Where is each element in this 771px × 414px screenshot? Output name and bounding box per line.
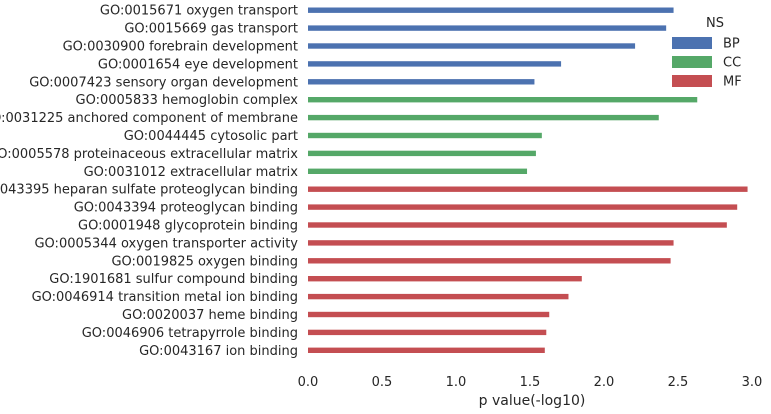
x-tick-label: 0.5 [372, 375, 393, 390]
bar-mf [308, 293, 569, 300]
bar-bp [308, 43, 636, 49]
legend-title: NS [706, 16, 724, 31]
bar-mf [308, 204, 738, 210]
bar-mf [308, 258, 671, 264]
bar-mf [308, 222, 727, 228]
bar-bp [308, 25, 667, 31]
category-label: GO:0043395 heparan sulfate proteoglycan … [0, 183, 298, 198]
x-tick-label: 0.0 [298, 375, 319, 390]
category-label: GO:0031225 anchored component of membran… [0, 111, 298, 126]
category-label: GO:0031012 extracellular matrix [84, 165, 299, 180]
x-axis: 0.0 0.5 1.0 1.5 2.0 2.5 3.0 [298, 375, 763, 390]
category-label: GO:0001948 glycoprotein binding [78, 219, 298, 234]
bar-mf [308, 240, 674, 246]
bar-mf [308, 329, 547, 336]
legend-label-bp: BP [723, 37, 740, 52]
x-axis-label: p value(-log10) [479, 393, 586, 409]
category-label: GO:0005833 hemoglobin complex [76, 93, 299, 108]
bar-mf [308, 186, 748, 192]
category-label: GO:0046914 transition metal ion binding [32, 290, 298, 305]
category-label: GO:0005344 oxygen transporter activity [34, 236, 298, 251]
bar-mf [308, 276, 582, 282]
legend-swatch-cc [672, 56, 712, 68]
bar-cc [308, 132, 542, 139]
category-label: GO:0015671 oxygen transport [100, 4, 298, 19]
bar-mf [308, 347, 545, 353]
category-label: GO:0044445 cytosolic part [124, 129, 298, 144]
category-label: GO:0005578 proteinaceous extracellular m… [0, 147, 298, 162]
legend-swatch-mf [672, 75, 712, 87]
category-label: GO:0001654 eye development [98, 57, 298, 72]
category-label: GO:0015669 gas transport [124, 22, 298, 37]
category-label: GO:0020037 heme binding [122, 308, 298, 323]
legend-label-cc: CC [723, 56, 741, 71]
bar-bp [308, 79, 535, 85]
x-tick-label: 2.5 [668, 375, 689, 390]
category-label: GO:0043394 proteoglycan binding [74, 201, 298, 216]
x-tick-label: 2.0 [594, 375, 615, 390]
category-label: GO:0046906 tetrapyrrole binding [82, 326, 298, 341]
x-tick-label: 1.0 [446, 375, 467, 390]
legend-swatch-bp [672, 37, 712, 49]
bar-cc [308, 168, 528, 174]
category-labels: GO:0015671 oxygen transport GO:0015669 ga… [0, 4, 298, 359]
category-label: GO:0043167 ion binding [139, 344, 298, 359]
bar-mf [308, 311, 550, 318]
x-tick-label: 3.0 [742, 375, 763, 390]
x-tick-label: 1.5 [520, 375, 541, 390]
category-label: GO:0030900 forebrain development [63, 40, 298, 55]
legend: NS BP CC MF [672, 16, 742, 90]
category-label: GO:1901681 sulfur compound binding [49, 272, 298, 287]
legend-label-mf: MF [723, 75, 742, 90]
bar-cc [308, 97, 698, 103]
legend-entries: BP CC MF [672, 37, 742, 90]
bar-cc [308, 150, 536, 157]
bars-layer [308, 7, 748, 353]
bar-bp [308, 7, 674, 13]
bar-cc [308, 114, 659, 121]
category-label: GO:0007423 sensory organ development [29, 75, 298, 90]
category-label: GO:0019825 oxygen binding [111, 254, 298, 269]
bar-bp [308, 61, 562, 67]
